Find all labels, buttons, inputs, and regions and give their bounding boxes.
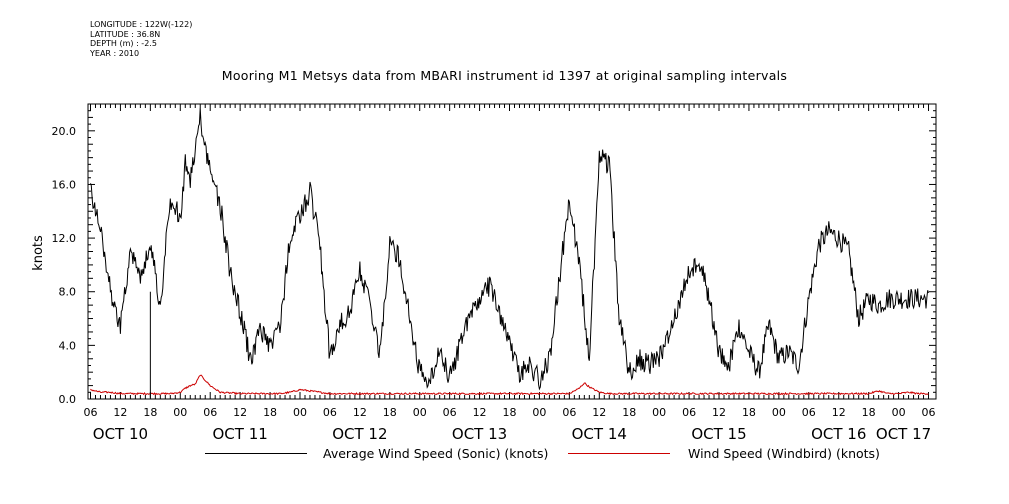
- station-metadata: LONGITUDE : 122W(-122) LATITUDE : 36.8N …: [90, 20, 192, 58]
- x-day-label: OCT 16: [811, 425, 866, 443]
- x-tick-label: 06: [562, 406, 576, 419]
- meta-year: YEAR : 2010: [90, 48, 140, 58]
- x-tick-label: 18: [383, 406, 397, 419]
- legend: Average Wind Speed (Sonic) (knots) Wind …: [0, 446, 1009, 464]
- x-tick-label: 00: [772, 406, 786, 419]
- x-tick-label: 18: [862, 406, 876, 419]
- x-tick-label: 00: [892, 406, 906, 419]
- x-tick-label: 12: [113, 406, 127, 419]
- y-tick-label: 8.0: [59, 286, 77, 299]
- x-tick-label: 06: [203, 406, 217, 419]
- x-day-label: OCT 11: [212, 425, 267, 443]
- meta-latitude: LATITUDE : 36.8N: [90, 29, 161, 39]
- y-tick-label: 4.0: [59, 339, 77, 352]
- y-tick-label: 12.0: [52, 232, 77, 245]
- x-tick-label: 06: [802, 406, 816, 419]
- x-tick-label: 12: [592, 406, 606, 419]
- y-axis-label: knots: [31, 235, 46, 271]
- series-layer: [90, 107, 929, 398]
- x-tick-label: 18: [622, 406, 636, 419]
- x-tick-label: 06: [83, 406, 97, 419]
- meta-longitude: LONGITUDE : 122W(-122): [90, 20, 193, 29]
- legend-label-sonic: Average Wind Speed (Sonic) (knots): [323, 446, 549, 461]
- x-tick-label: 00: [652, 406, 666, 419]
- x-tick-label: 18: [742, 406, 756, 419]
- series-line-windbird: [90, 374, 929, 396]
- x-tick-label: 12: [353, 406, 367, 419]
- x-tick-label: 06: [922, 406, 936, 419]
- x-tick-label: 18: [143, 406, 157, 419]
- plot-frame: [87, 103, 937, 400]
- x-tick-label: 12: [712, 406, 726, 419]
- x-day-label: OCT 14: [572, 425, 627, 443]
- legend-label-windbird: Wind Speed (Windbird) (knots): [688, 446, 880, 461]
- x-tick-label: 06: [323, 406, 337, 419]
- legend-line-sonic: [205, 453, 307, 454]
- x-tick-label: 00: [293, 406, 307, 419]
- y-tick-label: 16.0: [52, 178, 77, 191]
- x-day-label: OCT 12: [332, 425, 387, 443]
- x-tick-label: 06: [682, 406, 696, 419]
- x-tick-label: 12: [832, 406, 846, 419]
- x-day-label: OCT 10: [93, 425, 148, 443]
- x-tick-label: 12: [473, 406, 487, 419]
- x-tick-label: 12: [233, 406, 247, 419]
- y-tick-label: 0.0: [59, 393, 77, 406]
- x-day-label: OCT 17: [876, 425, 931, 443]
- y-tick-label: 20.0: [52, 125, 77, 138]
- x-tick-label: 00: [173, 406, 187, 419]
- x-tick-label: 00: [413, 406, 427, 419]
- series-line-sonic: [90, 107, 929, 391]
- x-day-label: OCT 15: [691, 425, 746, 443]
- x-tick-label: 00: [532, 406, 546, 419]
- meta-depth: DEPTH (m) : -2.5: [90, 39, 157, 48]
- x-tick-label: 06: [443, 406, 457, 419]
- axes-layer: 06 12 18 00 06 12 18 00 06 12 18 00 06 12 18 00 06 12 18 00…: [52, 103, 937, 443]
- chart-title: Mooring M1 Metsys data from MBARI instru…: [221, 68, 788, 83]
- legend-line-windbird: [568, 453, 670, 454]
- x-tick-label: 18: [263, 406, 277, 419]
- x-tick-label: 18: [503, 406, 517, 419]
- x-day-label: OCT 13: [452, 425, 507, 443]
